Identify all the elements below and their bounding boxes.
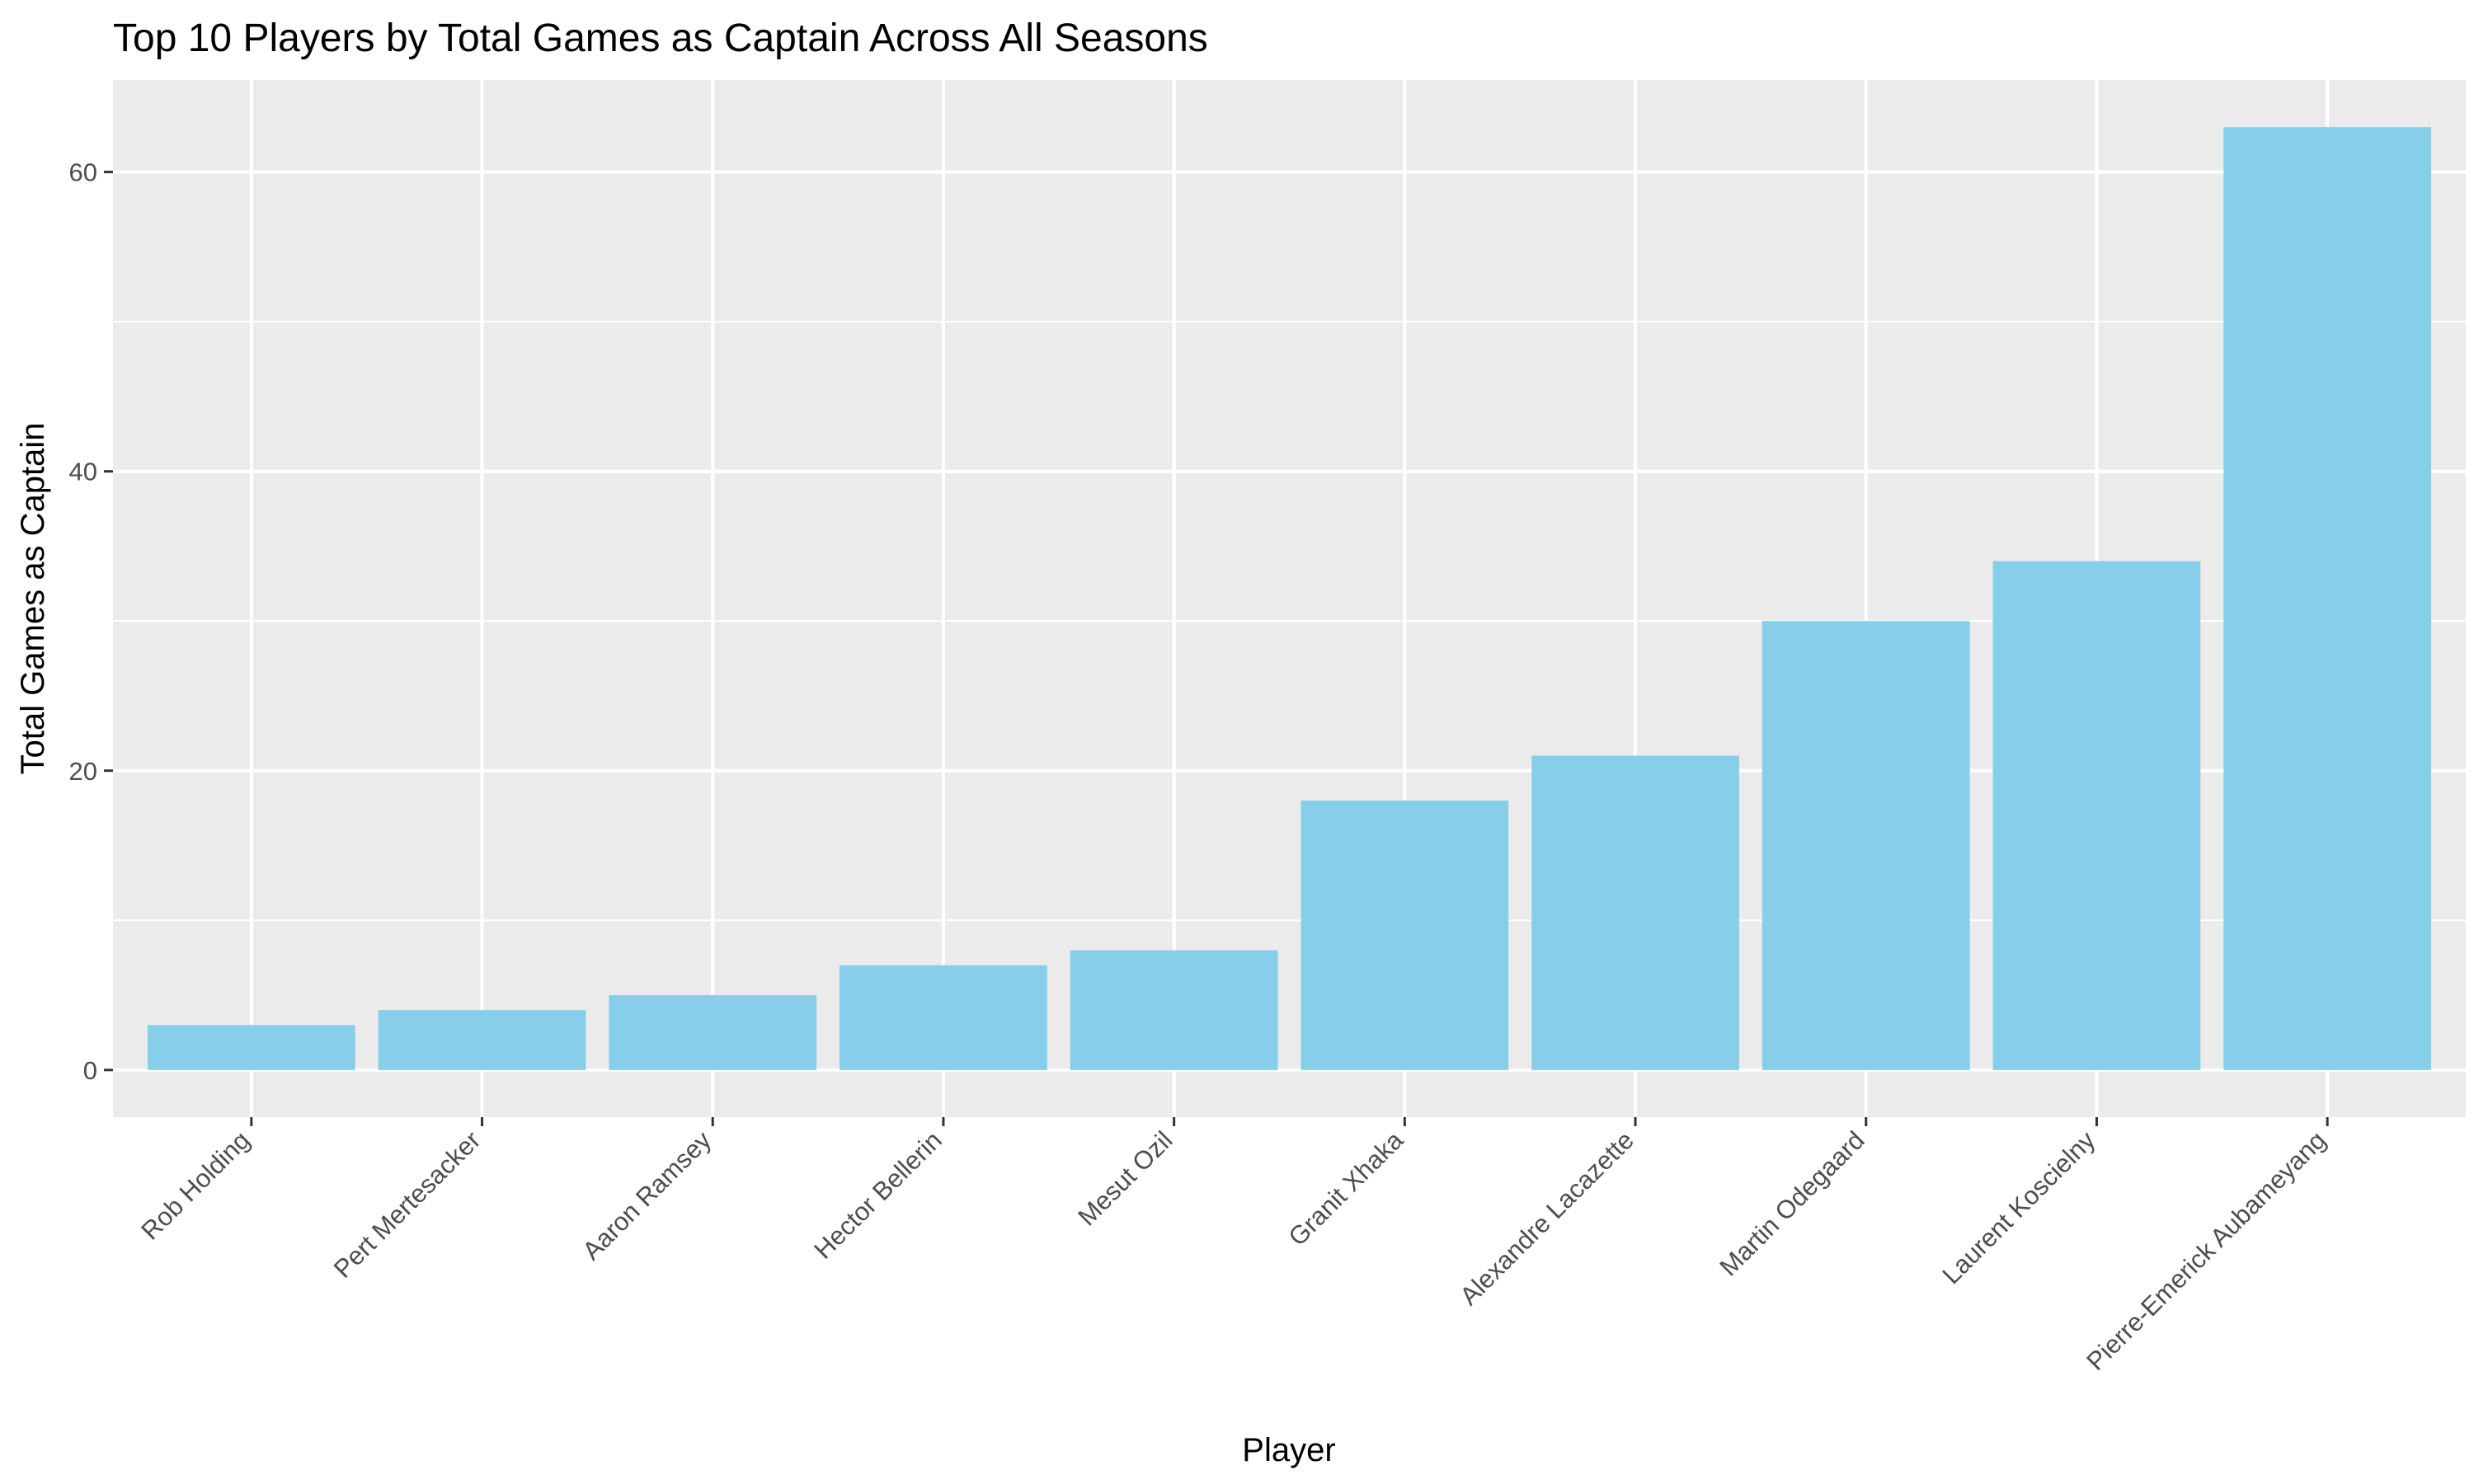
y-axis-ticks: 0 20 40 60 [69, 158, 113, 1085]
x-tick-label: Pert Mertesacker [328, 1125, 487, 1284]
x-tick-label: Martin Odegaard [1714, 1125, 1870, 1281]
chart-title: Top 10 Players by Total Games as Captain… [113, 16, 1208, 60]
y-tick-label: 0 [83, 1056, 97, 1085]
y-axis-title: Total Games as Captain [15, 423, 51, 775]
bar-martin-odegaard [1761, 621, 1970, 1070]
y-tick-label: 20 [69, 757, 97, 786]
x-tick-label: Mesut Ozil [1072, 1125, 1178, 1231]
bar-pert-mertesacker [378, 1010, 586, 1070]
x-tick-label: Hector Bellerin [808, 1125, 948, 1265]
y-tick-label: 60 [69, 158, 97, 187]
bar-mesut-ozil [1070, 950, 1278, 1070]
bar-rob-holding [147, 1025, 355, 1070]
x-tick-label: Granit Xhaka [1283, 1125, 1409, 1252]
bar-hector-bellerin [840, 965, 1047, 1070]
x-tick-label: Rob Holding [135, 1125, 255, 1245]
bar-laurent-koscielny [1992, 561, 2201, 1070]
bar-pierre-emerick-aubameyang [2223, 127, 2432, 1070]
bar-granit-xhaka [1300, 801, 1509, 1070]
x-tick-label: Aaron Ramsey [576, 1125, 717, 1266]
x-tick-label: Pierre-Emerick Aubameyang [2081, 1125, 2331, 1376]
grid-lines [113, 80, 2466, 1117]
x-tick-label: Laurent Koscielny [1936, 1125, 2100, 1289]
x-axis-title: Player [1242, 1432, 1335, 1468]
x-tick-label: Alexandre Lacazette [1454, 1125, 1639, 1311]
bar-alexandre-lacazette [1531, 755, 1739, 1070]
bar-aaron-ramsey [609, 995, 817, 1070]
x-axis-ticks: Rob Holding Pert Mertesacker Aaron Ramsey H… [135, 1117, 2331, 1376]
bars [147, 127, 2432, 1070]
y-tick-label: 40 [69, 458, 97, 486]
